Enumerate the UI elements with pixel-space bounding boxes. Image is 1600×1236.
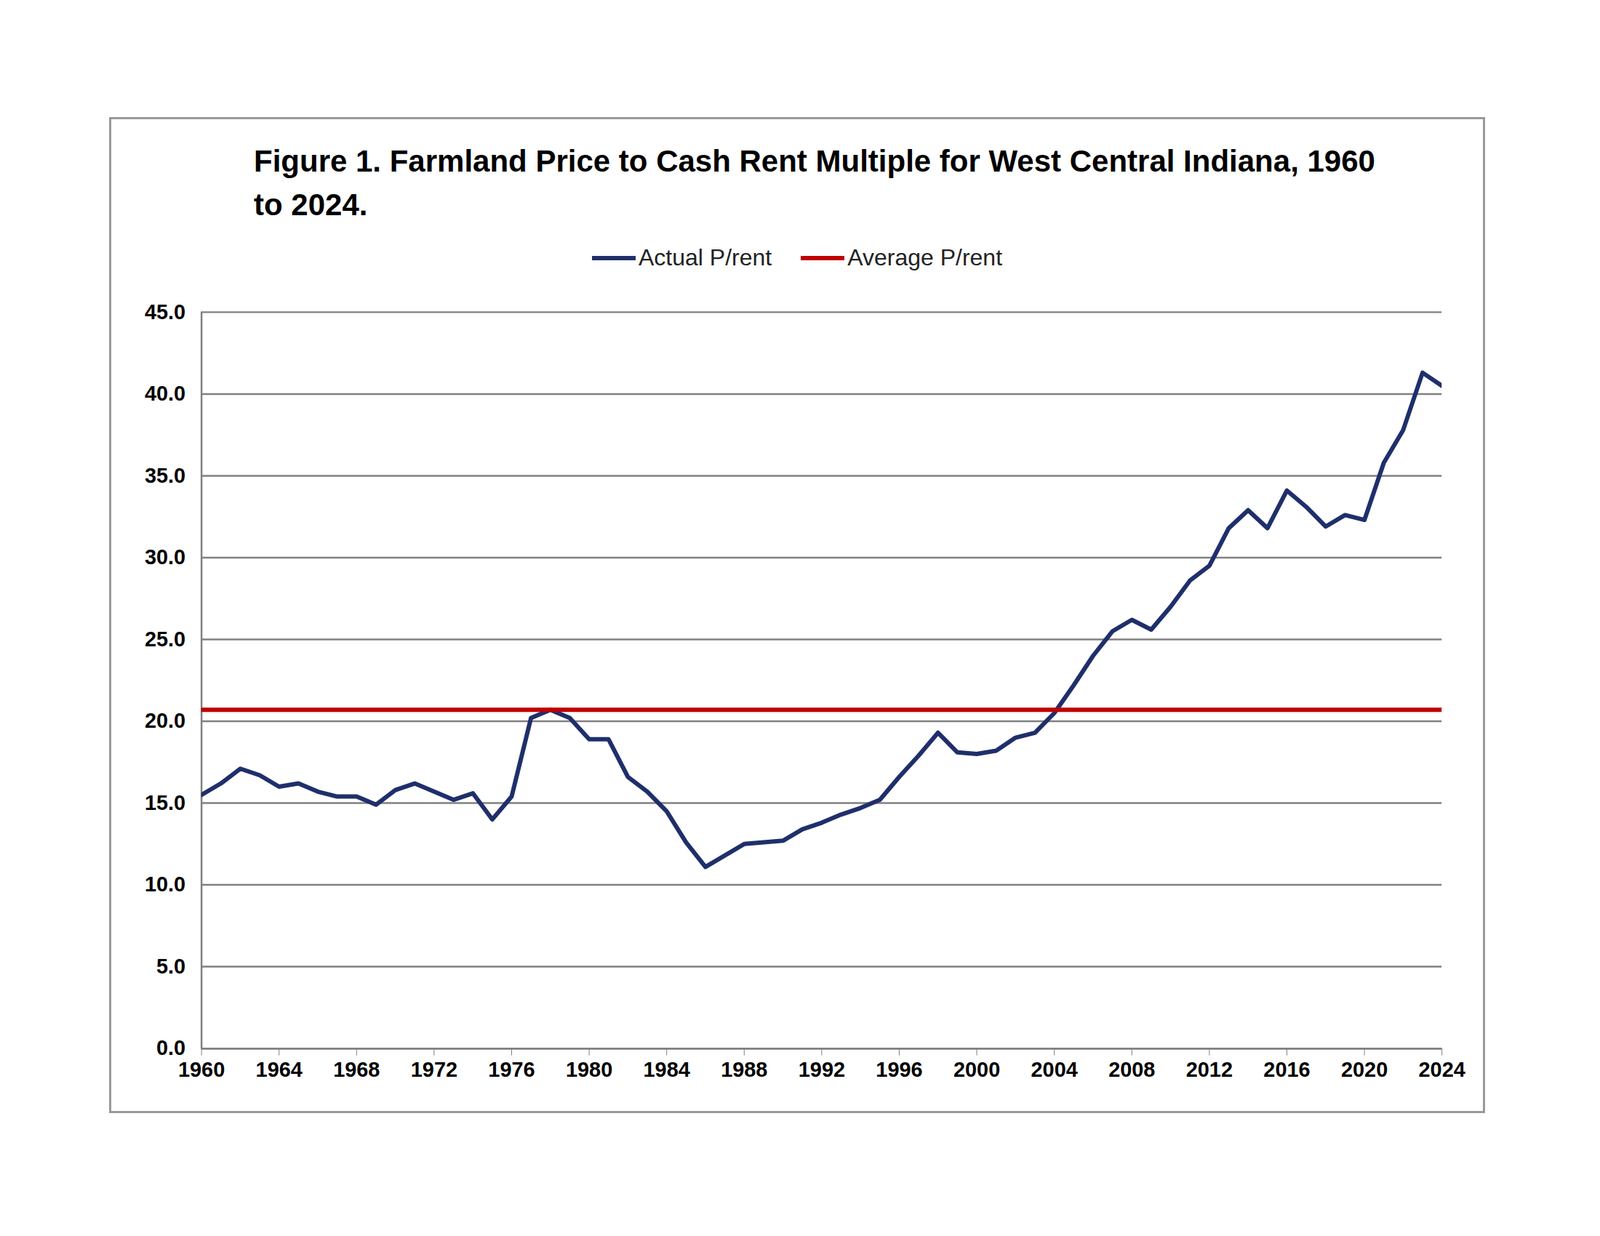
html-text:Average P/rent: Average P/rent — [847, 244, 1003, 271]
svg-text:2016: 2016 — [1263, 1058, 1310, 1082]
svg-text:35.0: 35.0 — [144, 464, 186, 488]
svg-text:2008: 2008 — [1108, 1058, 1155, 1082]
svg-text:45.0: 45.0 — [144, 300, 186, 324]
svg-text:40.0: 40.0 — [144, 381, 186, 406]
svg-text:1984: 1984 — [643, 1058, 691, 1082]
svg-text:2024: 2024 — [1418, 1058, 1466, 1082]
svg-text:1964: 1964 — [256, 1058, 303, 1082]
svg-text:10.0: 10.0 — [144, 872, 186, 896]
html-text:Figure 1. Farmland Price to Ca: Figure 1. Farmland Price to Cash Rent Mu… — [253, 144, 1376, 222]
svg-text:20.0: 20.0 — [144, 709, 186, 733]
svg-text:15.0: 15.0 — [144, 791, 186, 815]
svg-text:1992: 1992 — [798, 1058, 846, 1082]
svg-text:2000: 2000 — [953, 1058, 1000, 1082]
svg-text:2004: 2004 — [1031, 1058, 1078, 1082]
html-text:Actual P/rent: Actual P/rent — [638, 244, 772, 271]
svg-text:30.0: 30.0 — [144, 545, 186, 569]
svg-text:1976: 1976 — [488, 1058, 535, 1082]
svg-text:25.0: 25.0 — [144, 627, 186, 651]
svg-text:5.0: 5.0 — [156, 954, 186, 979]
svg-text:2012: 2012 — [1186, 1058, 1233, 1082]
svg-text:1972: 1972 — [410, 1058, 458, 1082]
svg-text:2020: 2020 — [1341, 1058, 1388, 1082]
svg-text:1988: 1988 — [720, 1058, 768, 1082]
svg-text:0.0: 0.0 — [156, 1036, 186, 1060]
svg-text:1968: 1968 — [333, 1058, 380, 1082]
svg-text:1960: 1960 — [178, 1058, 225, 1082]
svg-text:1996: 1996 — [875, 1058, 923, 1082]
svg-text:1980: 1980 — [565, 1058, 613, 1082]
